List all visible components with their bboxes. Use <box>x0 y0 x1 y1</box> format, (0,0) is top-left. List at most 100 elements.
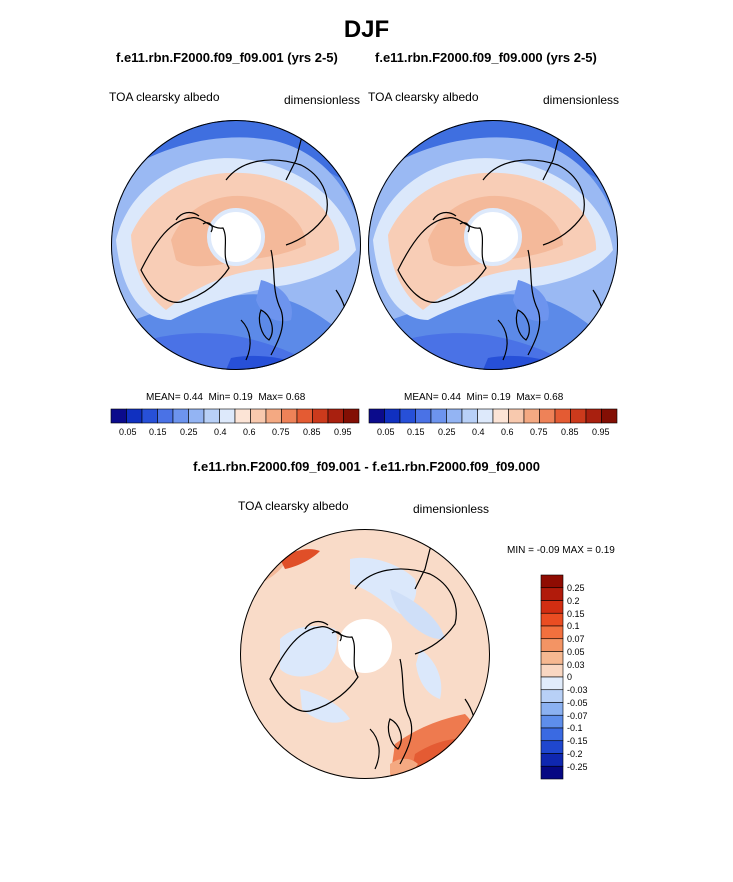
colorbar-swatch <box>219 408 236 424</box>
colorbar-tick: -0.05 <box>567 698 588 708</box>
colorbar-swatch <box>461 408 478 424</box>
colorbar-tick: 0.15 <box>149 427 167 437</box>
colorbar-swatch <box>540 625 564 640</box>
colorbar-swatch <box>327 408 344 424</box>
colorbar-swatch <box>540 753 564 767</box>
colorbar-swatch <box>157 408 174 424</box>
colorbar-tick: 0.05 <box>377 427 395 437</box>
colorbar-swatch <box>415 408 432 424</box>
colorbar-tick: 0 <box>567 672 573 682</box>
colorbar-tick: 0.07 <box>567 634 585 644</box>
colorbar-swatch <box>540 676 564 691</box>
colorbar-swatch <box>281 408 298 424</box>
colorbar-tick: 0.85 <box>561 427 579 437</box>
colorbar-swatch <box>384 408 401 424</box>
colorbar-tick: 0.75 <box>272 427 290 437</box>
colorbar-tick: 0.03 <box>567 660 585 670</box>
colorbar-swatch <box>540 663 564 678</box>
panel-2-polar-map <box>368 120 618 370</box>
colorbar-tick: 0.25 <box>567 583 585 593</box>
colorbar-tick: 0.25 <box>180 427 198 437</box>
panel-1-units: dimensionless <box>284 93 361 107</box>
difference-minmax: MIN = -0.09 MAX = 0.19 <box>507 545 615 556</box>
colorbar-swatch <box>250 408 267 424</box>
panel-1-title: f.e11.rbn.F2000.f09_f09.001 (yrs 2-5) <box>116 50 338 65</box>
colorbar-swatch <box>570 408 587 424</box>
colorbar-tick: 0.6 <box>243 427 256 437</box>
colorbar-tick: 0.75 <box>530 427 548 437</box>
difference-colorbar-ticks: 0.25 0.2 0.15 0.1 0.07 0.05 0.03 0 -0.03… <box>567 575 617 779</box>
panel-1-variable: TOA clearsky albedo <box>109 90 220 104</box>
colorbar-swatch <box>368 408 385 424</box>
colorbar-swatch <box>540 740 564 754</box>
colorbar-swatch <box>446 408 463 424</box>
colorbar-swatch <box>477 408 494 424</box>
colorbar-swatch <box>203 408 220 424</box>
colorbar-tick: -0.1 <box>567 723 583 733</box>
colorbar-swatch <box>188 408 205 424</box>
colorbar-swatch <box>172 408 189 424</box>
colorbar-tick: 0.15 <box>407 427 425 437</box>
colorbar-swatch <box>265 408 282 424</box>
colorbar-swatch <box>540 702 564 716</box>
colorbar-swatch <box>492 408 509 424</box>
difference-polar-map <box>240 529 490 779</box>
colorbar-swatch <box>540 612 564 627</box>
difference-colorbar <box>540 574 564 780</box>
colorbar-swatch <box>296 408 313 424</box>
colorbar-tick: 0.05 <box>567 647 585 657</box>
panel-1-polar-map <box>111 120 361 370</box>
colorbar-tick: 0.95 <box>334 427 352 437</box>
difference-title: f.e11.rbn.F2000.f09_f09.001 - f.e11.rbn.… <box>193 459 540 474</box>
colorbar-tick: -0.03 <box>567 685 588 695</box>
panel-1-stats: MEAN= 0.44 Min= 0.19 Max= 0.68 <box>146 392 306 403</box>
colorbar-tick: 0.4 <box>472 427 485 437</box>
colorbar-tick: 0.4 <box>214 427 227 437</box>
colorbar-swatch <box>312 408 329 424</box>
colorbar-tick: -0.15 <box>567 736 588 746</box>
colorbar-tick: 0.15 <box>567 609 585 619</box>
colorbar-swatch <box>540 689 564 703</box>
colorbar-tick: -0.2 <box>567 749 583 759</box>
colorbar-swatch <box>540 714 564 729</box>
colorbar-swatch <box>540 651 564 665</box>
colorbar-tick: 0.95 <box>592 427 610 437</box>
colorbar-swatch <box>110 408 127 424</box>
colorbar-swatch <box>585 408 602 424</box>
colorbar-swatch <box>540 638 564 652</box>
colorbar-tick: 0.6 <box>501 427 514 437</box>
colorbar-swatch <box>601 408 618 424</box>
colorbar-swatch <box>539 408 556 424</box>
colorbar-swatch <box>126 408 143 424</box>
colorbar-tick: 0.05 <box>119 427 137 437</box>
colorbar-swatch <box>540 765 564 780</box>
colorbar-swatch <box>343 408 360 424</box>
colorbar-swatch <box>554 408 571 424</box>
panel-2-stats: MEAN= 0.44 Min= 0.19 Max= 0.68 <box>404 392 564 403</box>
colorbar-tick: -0.25 <box>567 762 588 772</box>
panel-1-colorbar-ticks: 0.05 0.15 0.25 0.4 0.6 0.75 0.85 0.95 <box>111 427 359 439</box>
colorbar-tick: -0.07 <box>567 711 588 721</box>
difference-variable: TOA clearsky albedo <box>238 499 349 513</box>
colorbar-swatch <box>234 408 251 424</box>
colorbar-swatch <box>540 727 564 742</box>
colorbar-swatch <box>399 408 416 424</box>
colorbar-tick: 0.25 <box>438 427 456 437</box>
colorbar-tick: 0.1 <box>567 621 580 631</box>
colorbar-swatch <box>540 600 564 614</box>
panel-2-title: f.e11.rbn.F2000.f09_f09.000 (yrs 2-5) <box>375 50 597 65</box>
panel-2-variable: TOA clearsky albedo <box>368 90 479 104</box>
panel-2-colorbar-ticks: 0.05 0.15 0.25 0.4 0.6 0.75 0.85 0.95 <box>369 427 617 439</box>
colorbar-swatch <box>141 408 158 424</box>
colorbar-swatch <box>430 408 447 424</box>
colorbar-tick: 0.85 <box>303 427 321 437</box>
colorbar-swatch <box>508 408 525 424</box>
panel-1-colorbar <box>110 408 360 424</box>
colorbar-swatch <box>540 587 564 601</box>
colorbar-swatch <box>523 408 540 424</box>
colorbar-swatch <box>540 574 564 589</box>
panel-2-colorbar <box>368 408 618 424</box>
page-title: DJF <box>343 16 390 43</box>
difference-units: dimensionless <box>413 502 490 516</box>
colorbar-tick: 0.2 <box>567 596 580 606</box>
